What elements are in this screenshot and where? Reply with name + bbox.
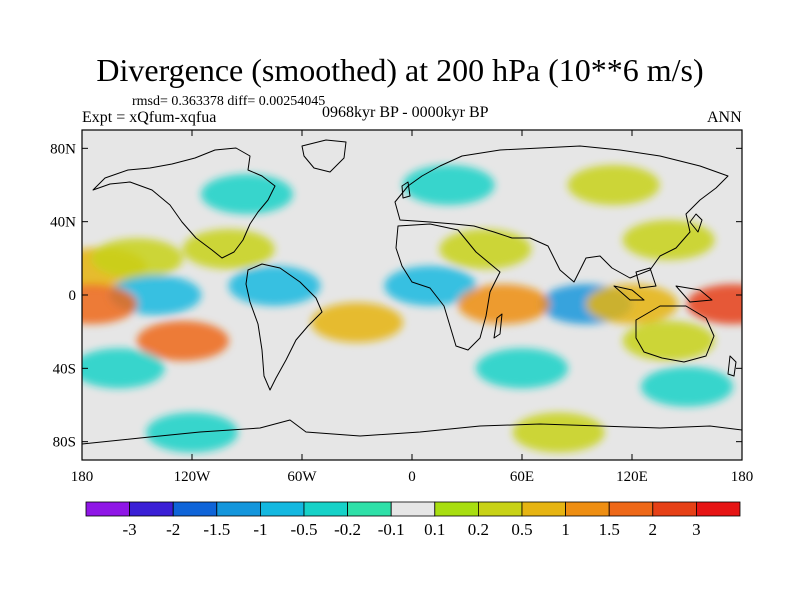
colorbar-label-11: 1.5 (599, 520, 620, 539)
colorbar-box-7 (390, 501, 436, 517)
chart-title: Divergence (smoothed) at 200 hPa (10**6 … (96, 52, 704, 88)
colorbar-label-13: 3 (692, 520, 701, 539)
anomaly-patch-9 (136, 320, 229, 361)
colorbar-label-10: 1 (561, 520, 570, 539)
anomaly-patch-14 (311, 302, 403, 343)
x-tick-label-1: 120W (174, 469, 212, 485)
colorbar-box-10 (521, 501, 566, 517)
anomaly-patch-15 (622, 320, 715, 361)
anomaly-patch-18 (567, 165, 660, 205)
colorbar-label-0: -3 (123, 520, 137, 539)
x-tick-label-0: 180 (71, 469, 94, 485)
colorbar-label-9: 0.5 (511, 520, 532, 539)
colorbar-label-6: -0.1 (378, 520, 405, 539)
anomaly-patch-12 (586, 284, 678, 325)
y-tick-label-0: 80N (50, 141, 76, 157)
colorbar-box-12 (608, 501, 654, 517)
colorbar-label-1: -2 (166, 520, 180, 539)
anomaly-patch-13 (457, 284, 550, 325)
colorbar-box-0 (85, 501, 130, 517)
anomaly-patch-11 (686, 284, 742, 325)
colorbar-box-11 (565, 501, 610, 517)
colorbar-box-6 (347, 501, 392, 517)
colorbar-label-8: 0.2 (468, 520, 489, 539)
y-tick-label-1: 40N (50, 215, 76, 231)
colorbar-box-8 (434, 501, 479, 517)
colorbar-box-3 (216, 501, 261, 517)
colorbar-box-5 (303, 501, 348, 517)
anomaly-patch-19 (82, 348, 165, 389)
y-tick-label-3: 40S (53, 361, 76, 377)
colorbar-box-2 (172, 501, 218, 517)
anomaly-patch-10 (82, 284, 138, 325)
y-tick-label-4: 80S (53, 435, 76, 451)
anomaly-patch-16 (201, 174, 293, 215)
colorbar-box-13 (652, 501, 697, 517)
anomaly-patch-4 (622, 220, 715, 260)
colorbar-box-4 (259, 501, 305, 517)
anomaly-patch-23 (512, 412, 605, 453)
colorbar-box-1 (129, 501, 174, 517)
stats-text: rmsd= 0.363378 diff= 0.00254045 (132, 94, 326, 109)
x-tick-label-2: 60W (287, 469, 317, 485)
colorbar-label-3: -1 (253, 520, 267, 539)
y-axis: 80N 40N 0 40S 80S (50, 141, 742, 451)
y-tick-label-2: 0 (69, 288, 77, 304)
colorbar-label-12: 2 (649, 520, 658, 539)
anomaly-patch-6 (228, 265, 321, 306)
x-axis: 180 120W 60W 0 60E 120E 180 (71, 130, 754, 485)
colorbar-box-9 (477, 501, 523, 517)
x-tick-label-3: 0 (408, 469, 416, 485)
colorbar-box-14 (696, 501, 741, 517)
anomaly-patch-2 (182, 229, 275, 270)
season-label: ANN (707, 109, 742, 126)
colorbar-label-5: -0.2 (334, 520, 361, 539)
anomaly-patch-17 (402, 165, 495, 205)
x-tick-label-6: 180 (731, 469, 754, 485)
colorbar-label-7: 0.1 (424, 520, 445, 539)
colorbar: -3 -2 -1.5 -1 -0.5 -0.2 -0.1 0.1 0.2 0.5 1 1.5 2 3 (85, 501, 741, 539)
colorbar-label-4: -0.5 (291, 520, 318, 539)
anomaly-patch-20 (476, 348, 568, 389)
x-tick-label-5: 120E (616, 469, 648, 485)
experiment-label: Expt = xQfum-xqfua (82, 109, 217, 126)
colorbar-label-2: -1.5 (203, 520, 230, 539)
divergence-field (82, 165, 742, 453)
x-tick-label-4: 60E (510, 469, 534, 485)
period-label: 0968kyr BP - 0000kyr BP (322, 104, 489, 121)
anomaly-patch-1 (91, 238, 183, 279)
coastlines (82, 139, 742, 445)
anomaly-patch-3 (439, 229, 532, 270)
anomaly-patch-21 (641, 366, 733, 407)
anomaly-patch-7 (384, 265, 477, 306)
